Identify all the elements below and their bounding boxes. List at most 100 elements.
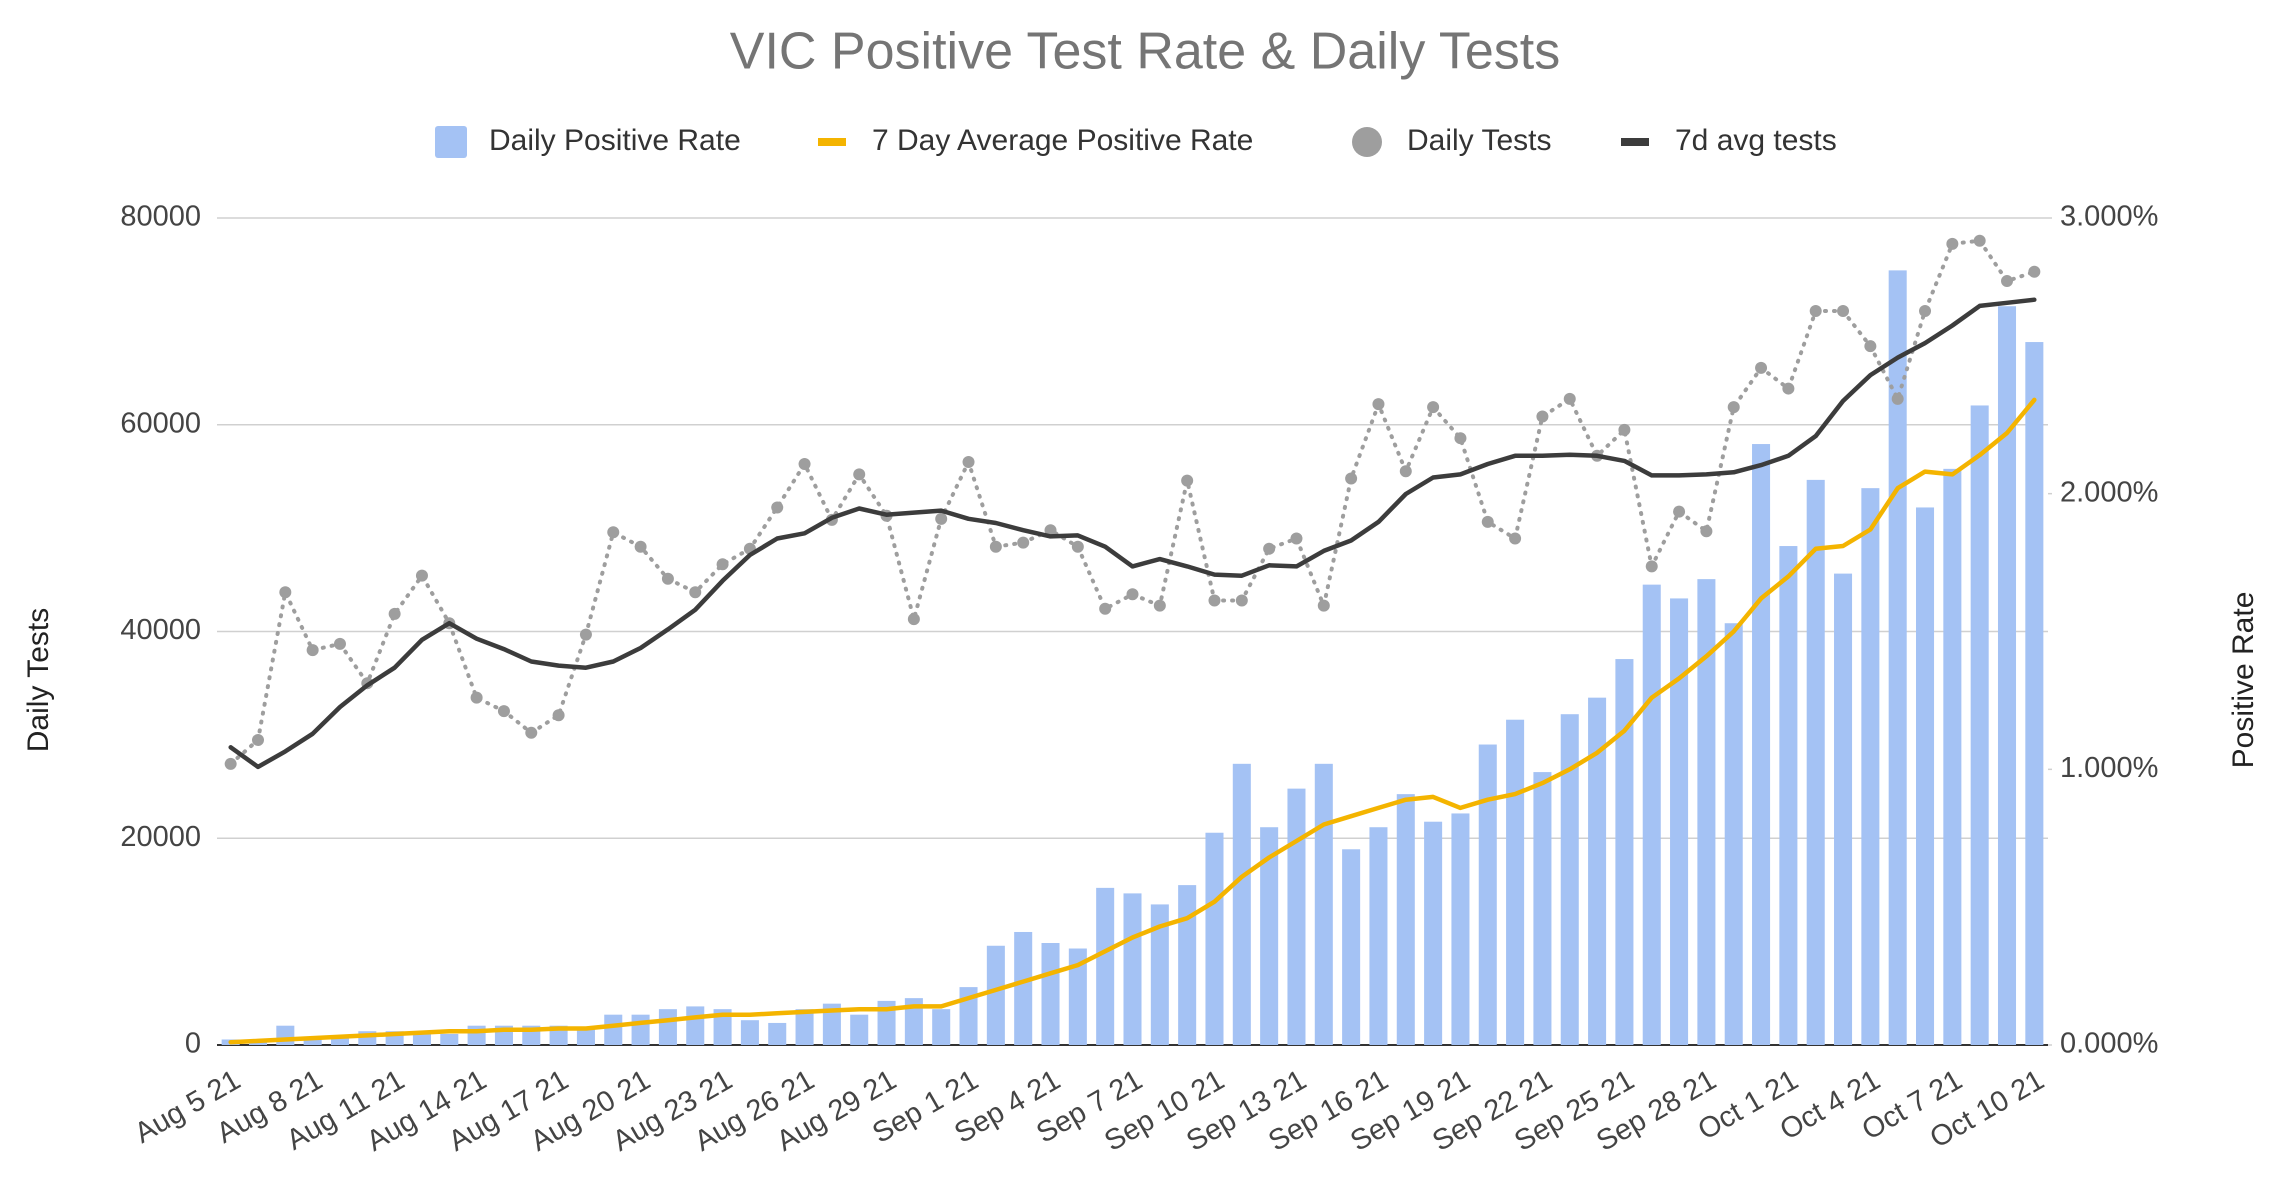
point [1919,305,1932,318]
bar [1615,659,1634,1045]
chart-title: VIC Positive Test Rate & Daily Tests [730,23,1560,81]
bar [986,945,1005,1045]
point [634,540,647,553]
bar [1342,849,1361,1045]
bar [1451,813,1470,1045]
point [689,586,702,599]
bar [1806,479,1825,1046]
line [228,297,2037,770]
bar [467,1025,486,1045]
bar [576,1028,595,1045]
bar [1943,468,1962,1045]
bar [1588,697,1607,1045]
legend-swatch [435,126,467,158]
point [415,569,428,582]
point [661,572,674,585]
point [497,705,510,718]
bar [932,1009,951,1045]
point [1454,432,1467,445]
point [470,691,483,704]
bar [1178,885,1197,1045]
bar [1396,794,1415,1045]
point [1208,594,1221,607]
bar [1205,832,1224,1045]
point [224,757,237,770]
point [853,468,866,481]
point [1782,382,1795,395]
bar [686,1006,705,1045]
bar [1232,763,1251,1045]
bar [768,1022,787,1045]
y-tick-label: 20000 [120,821,201,853]
point [1399,465,1412,478]
y2-tick-label: 1.000% [2060,752,2158,784]
y-tick-label: 60000 [120,407,201,439]
point [716,558,729,571]
point [1290,532,1303,545]
bar [631,1014,650,1045]
bar [1287,788,1306,1045]
point [607,526,620,539]
point [525,726,538,739]
bar [1314,763,1333,1045]
y-axis-title: Daily Tests [22,608,55,753]
point [1755,361,1768,374]
bar [1724,623,1743,1045]
bar [877,1000,896,1045]
point [1727,401,1740,414]
point [989,540,1002,553]
y2-tick-label: 0.000% [2060,1028,2158,1060]
point [279,586,292,599]
point [907,613,920,626]
point [1372,398,1385,411]
bar [1096,887,1115,1045]
bar [2025,342,2044,1045]
bar [795,1009,814,1045]
point [1618,423,1631,436]
point [1044,524,1057,537]
legend-swatch [1352,127,1382,157]
bar [1068,948,1087,1045]
point [1427,401,1440,414]
point [1071,540,1084,553]
bar [1970,405,1989,1045]
y2-tick-label: 2.000% [2060,476,2158,508]
bar [1123,893,1142,1045]
y2-axis-title: Positive Rate [2227,592,2260,769]
point [1837,305,1850,318]
point [798,458,811,471]
point [1563,392,1576,405]
bar [1041,943,1060,1045]
line [228,397,2037,1045]
point [251,734,264,747]
legend-label: Daily Positive Rate [489,124,741,157]
legend: Daily Positive Rate 7 Day Average Positiv… [435,124,1837,158]
bar [1997,306,2017,1045]
point [1126,588,1139,601]
point [1809,305,1822,318]
bar [1369,827,1388,1045]
bar [740,1020,759,1045]
bar [1642,584,1661,1045]
point [1153,599,1166,612]
bar [440,1033,459,1045]
legend-label: 7 Day Average Positive Rate [872,124,1253,157]
point [1673,505,1686,518]
bar [1014,931,1033,1045]
point [388,607,401,620]
legend-label: 7d avg tests [1675,124,1837,157]
point [1946,237,1959,250]
point [2028,265,2041,278]
point [1099,602,1112,615]
bar [276,1025,295,1045]
point [1700,525,1713,538]
bar [822,1003,841,1045]
point [1317,599,1330,612]
bars [221,270,2044,1046]
point [1263,542,1276,555]
point [935,512,948,525]
bar [1752,444,1771,1046]
bar [1150,904,1169,1045]
y-tick-label: 80000 [120,201,201,233]
